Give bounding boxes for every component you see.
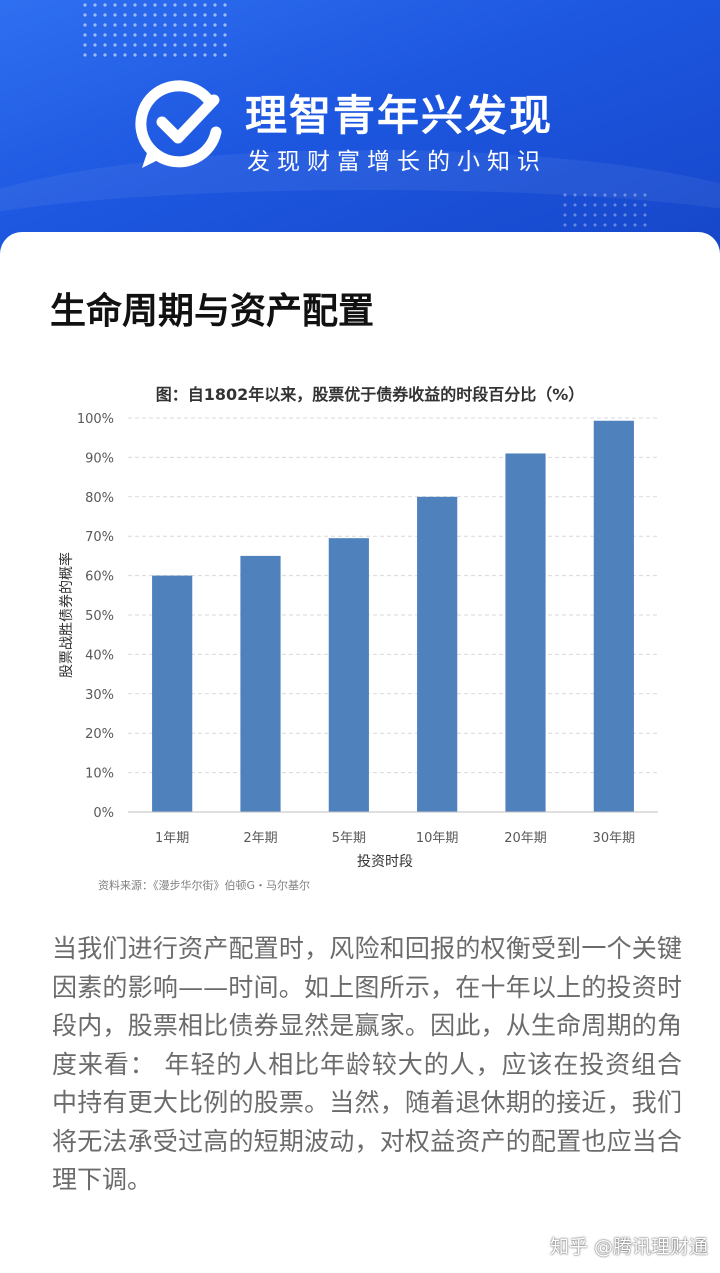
bar <box>328 538 369 812</box>
brand-subtitle: 发现财富增长的小知识 <box>247 149 547 175</box>
bar <box>505 453 546 812</box>
y-tick-label: 0% <box>93 806 114 821</box>
banner-dot-pattern <box>80 0 230 62</box>
bar-chart: 图：自1802年以来，股票优于债券收益的时段百分比（%） 0% 10% 20% 30%… <box>58 385 658 892</box>
platform-watermark: 知乎 @腾讯理财通 <box>549 1236 708 1258</box>
page-title: 生命周期与资产配置 <box>50 291 375 332</box>
y-tick-label: 100% <box>77 412 114 427</box>
bar <box>240 555 281 812</box>
x-tick-label: 10年期 <box>416 831 459 846</box>
bar <box>152 575 193 812</box>
brand-title: 理智青年兴发现 <box>245 91 554 140</box>
y-tick-label: 50% <box>85 609 114 624</box>
y-tick-label: 20% <box>85 727 114 742</box>
bar <box>417 496 458 812</box>
x-tick-label: 1年期 <box>155 831 189 846</box>
bar <box>593 420 634 812</box>
checkmark-logo-icon <box>135 80 222 168</box>
x-tick-label: 5年期 <box>332 831 366 846</box>
x-tick-label: 20年期 <box>504 831 547 846</box>
chart-source-note: 资料来源：《漫步华尔街》伯顿G・马尔基尔 <box>98 878 310 892</box>
y-tick-label: 60% <box>85 570 114 585</box>
y-tick-label: 30% <box>85 688 114 703</box>
y-tick-label: 90% <box>85 451 114 466</box>
article-paragraph: 当我们进行资产配置时，风险和回报的权衡受到一个关键因素的影响——时间。如上图所示… <box>52 934 682 1194</box>
y-tick-label: 70% <box>85 530 114 545</box>
y-tick-label: 80% <box>85 491 114 506</box>
y-tick-label: 40% <box>85 648 114 663</box>
x-tick-label: 30年期 <box>593 831 636 846</box>
y-tick-label: 10% <box>85 767 114 782</box>
y-axis-label: 股票战胜债券的概率 <box>58 552 75 678</box>
bar-series <box>152 420 634 812</box>
x-axis-label: 投资时段 <box>357 854 413 870</box>
x-axis-ticks: 1年期 2年期 5年期 10年期 20年期 30年期 <box>155 831 635 846</box>
header-banner: 理智青年兴发现 发现财富增长的小知识 <box>0 0 720 262</box>
y-axis-ticks: 0% 10% 20% 30% 40% 50% 60% 70% 80% 90% 100% <box>77 412 114 821</box>
x-tick-label: 2年期 <box>243 831 277 846</box>
chart-gridlines <box>128 417 658 774</box>
chart-title: 图：自1802年以来，股票优于债券收益的时段百分比（%） <box>156 385 585 404</box>
